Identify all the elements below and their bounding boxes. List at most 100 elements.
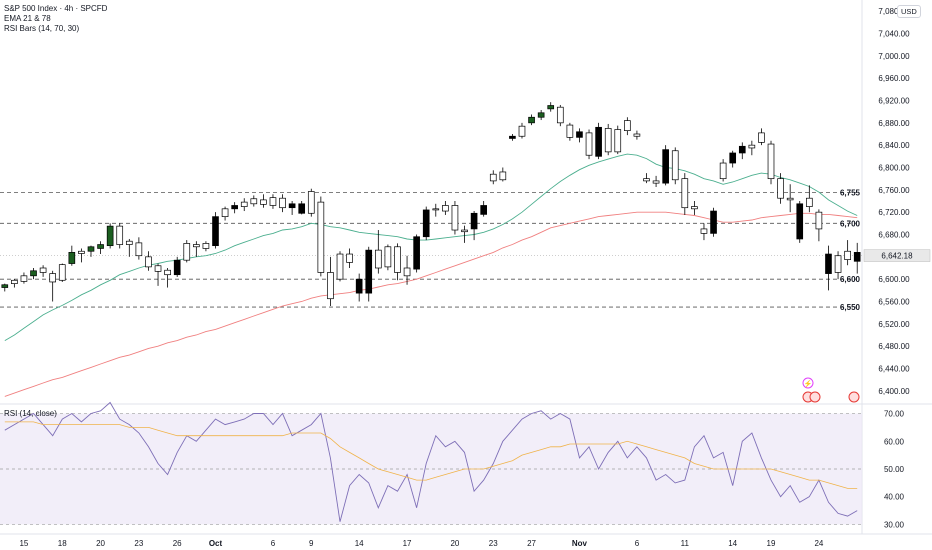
candle-body[interactable] — [97, 244, 104, 249]
candle-body[interactable] — [422, 209, 430, 238]
candle-body[interactable] — [796, 203, 804, 240]
dividend-event-icon[interactable] — [802, 377, 814, 389]
candle-body[interactable] — [49, 273, 56, 283]
candle-body[interactable] — [691, 206, 698, 210]
candle-body[interactable] — [844, 250, 851, 260]
candle-body[interactable] — [145, 256, 152, 268]
candle-body[interactable] — [671, 150, 679, 181]
candle-body[interactable] — [87, 246, 95, 252]
candle-body[interactable] — [853, 252, 861, 262]
candle-body[interactable] — [58, 264, 66, 281]
candle-body[interactable] — [729, 152, 737, 164]
candle-body[interactable] — [719, 162, 727, 180]
candle-body[interactable] — [470, 212, 478, 230]
candle-body[interactable] — [537, 112, 545, 118]
candle-body[interactable] — [547, 105, 555, 110]
candle-body[interactable] — [355, 278, 363, 294]
candle-body[interactable] — [106, 225, 114, 247]
candle-body[interactable] — [394, 246, 401, 273]
candle-body[interactable] — [298, 203, 306, 214]
candle-body[interactable] — [269, 197, 277, 206]
candle-body[interactable] — [518, 125, 526, 137]
candle-body[interactable] — [135, 242, 143, 257]
ema-legend-item[interactable]: EMA 21 & 78 — [4, 14, 51, 23]
candle-body[interactable] — [78, 250, 85, 254]
candle-body[interactable] — [738, 145, 746, 154]
candle-body[interactable] — [480, 205, 487, 215]
candle-body[interactable] — [825, 253, 832, 274]
candle-body[interactable] — [212, 216, 219, 247]
candle-body[interactable] — [767, 143, 775, 180]
candle-body[interactable] — [595, 126, 602, 157]
candle-body[interactable] — [662, 149, 669, 184]
candle-body[interactable] — [633, 133, 641, 137]
candle-body[interactable] — [288, 203, 296, 209]
candle-body[interactable] — [451, 205, 459, 231]
candle-body[interactable] — [413, 236, 420, 270]
candle-body[interactable] — [528, 116, 535, 124]
candle-body[interactable] — [614, 129, 622, 153]
candle-body[interactable] — [327, 272, 334, 300]
candle-body[interactable] — [786, 197, 794, 201]
candle-body[interactable] — [576, 131, 583, 138]
candle-body[interactable] — [231, 205, 238, 210]
candle-body[interactable] — [336, 253, 344, 280]
candle-body[interactable] — [39, 267, 47, 273]
rsi-pane-title[interactable]: RSI (14, close) — [4, 409, 57, 418]
candle-body[interactable] — [489, 173, 497, 182]
candle-body[interactable] — [183, 243, 191, 261]
candle-body[interactable] — [681, 178, 689, 209]
candle-body[interactable] — [566, 124, 574, 138]
candle-body[interactable] — [68, 252, 76, 264]
candle-body[interactable] — [461, 229, 468, 233]
candle-body[interactable] — [307, 191, 315, 214]
candle-body[interactable] — [240, 201, 248, 207]
candle-body[interactable] — [346, 253, 353, 263]
candle-body[interactable] — [834, 255, 842, 273]
candle-body[interactable] — [30, 270, 37, 277]
candle-body[interactable] — [250, 198, 258, 205]
candle-body[interactable] — [700, 228, 708, 234]
candle-body[interactable] — [556, 106, 564, 124]
candle-body[interactable] — [221, 208, 229, 217]
candle-body[interactable] — [116, 225, 124, 245]
candle-body[interactable] — [173, 259, 181, 276]
candle-body[interactable] — [365, 249, 373, 294]
candle-body[interactable] — [11, 279, 18, 284]
candle-body[interactable] — [652, 180, 660, 184]
rsi-bars-legend-item[interactable]: RSI Bars (14, 70, 30) — [4, 24, 80, 33]
candle-body[interactable] — [585, 132, 593, 156]
candle-body[interactable] — [499, 171, 507, 181]
candle-body[interactable] — [604, 128, 612, 153]
candle-body[interactable] — [125, 240, 133, 245]
candle-body[interactable] — [384, 246, 392, 268]
candle-body[interactable] — [509, 135, 516, 139]
candle-body[interactable] — [643, 178, 650, 182]
current-price-tag[interactable] — [863, 249, 931, 262]
candle-body[interactable] — [710, 210, 717, 234]
candle-body[interactable] — [432, 208, 440, 211]
candle-body[interactable] — [164, 269, 171, 276]
candle-body[interactable] — [193, 244, 200, 248]
us-flag-event-icon[interactable] — [809, 391, 821, 403]
candle-body[interactable] — [202, 243, 210, 249]
us-flag-event-icon[interactable] — [848, 391, 860, 403]
candle-body[interactable] — [442, 205, 449, 212]
currency-label[interactable]: USD — [897, 5, 921, 18]
candle-body[interactable] — [20, 275, 28, 282]
candle-body[interactable] — [279, 197, 286, 209]
candle-body[interactable] — [806, 197, 813, 207]
candle-body[interactable] — [815, 211, 823, 230]
candle-body[interactable] — [375, 249, 382, 269]
candle-body[interactable] — [758, 132, 765, 143]
candle-body[interactable] — [624, 120, 631, 131]
candle-body[interactable] — [154, 265, 162, 272]
candle-body[interactable] — [260, 199, 267, 205]
candle-body[interactable] — [748, 144, 756, 149]
candle-body[interactable] — [317, 201, 325, 273]
symbol-title[interactable]: S&P 500 Index · 4h · SPCFD — [4, 4, 108, 13]
candle-body[interactable] — [403, 267, 411, 277]
candle-body[interactable] — [777, 178, 784, 199]
candle-body[interactable] — [1, 284, 9, 288]
